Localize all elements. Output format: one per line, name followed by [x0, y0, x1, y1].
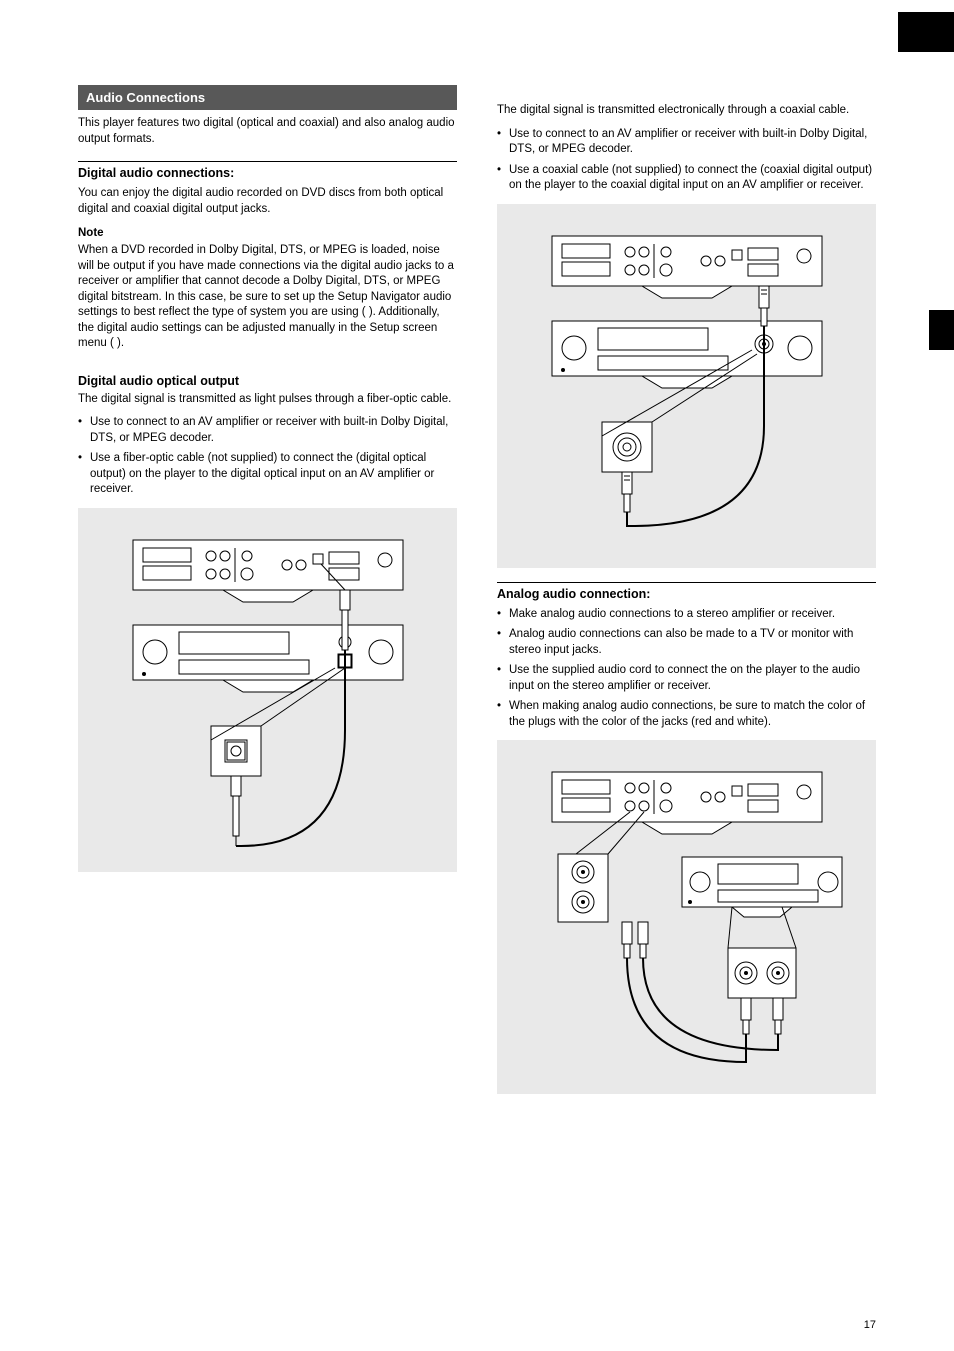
list-item: Use to connect to an AV amplifier or rec… — [497, 127, 876, 158]
figure-optical — [78, 508, 457, 872]
optical-heading: Digital audio optical output — [78, 374, 457, 388]
note-text: When a DVD recorded in Dolby Digital, DT… — [78, 243, 457, 352]
digital-heading: Digital audio connections: — [78, 161, 457, 180]
list-item: Use a fiber-optic cable (not supplied) t… — [78, 451, 457, 498]
chapter-tab-top — [898, 12, 954, 52]
coax-diagram-svg — [532, 226, 842, 546]
list-item: Use to connect to an AV amplifier or rec… — [78, 415, 457, 446]
page-number: 17 — [864, 1319, 876, 1331]
analog-list: Make analog audio connections to a stere… — [497, 607, 876, 731]
intro-text: This player features two digital (optica… — [78, 116, 457, 147]
list-item: When making analog audio connections, be… — [497, 699, 876, 730]
optical-list: Use to connect to an AV amplifier or rec… — [78, 415, 457, 498]
coax-intro: The digital signal is transmitted electr… — [497, 103, 876, 119]
list-item: Use the supplied audio cord to connect t… — [497, 663, 876, 694]
figure-analog — [497, 740, 876, 1094]
optical-diagram-svg — [113, 530, 423, 850]
page-columns: Audio Connections This player features t… — [78, 85, 876, 1104]
chapter-tab-side — [929, 310, 954, 350]
optical-intro: The digital signal is transmitted as lig… — [78, 392, 457, 408]
analog-heading: Analog audio connection: — [497, 582, 876, 601]
list-item: Analog audio connections can also be mad… — [497, 627, 876, 658]
digital-intro: You can enjoy the digital audio recorded… — [78, 186, 457, 217]
figure-coax — [497, 204, 876, 568]
coax-list: Use to connect to an AV amplifier or rec… — [497, 127, 876, 194]
right-column: The digital signal is transmitted electr… — [497, 85, 876, 1104]
analog-diagram-svg — [522, 762, 852, 1072]
section-title: Audio Connections — [78, 85, 457, 110]
list-item: Use a coaxial cable (not supplied) to co… — [497, 163, 876, 194]
note-label: Note — [78, 227, 457, 239]
list-item: Make analog audio connections to a stere… — [497, 607, 876, 623]
left-column: Audio Connections This player features t… — [78, 85, 457, 1104]
